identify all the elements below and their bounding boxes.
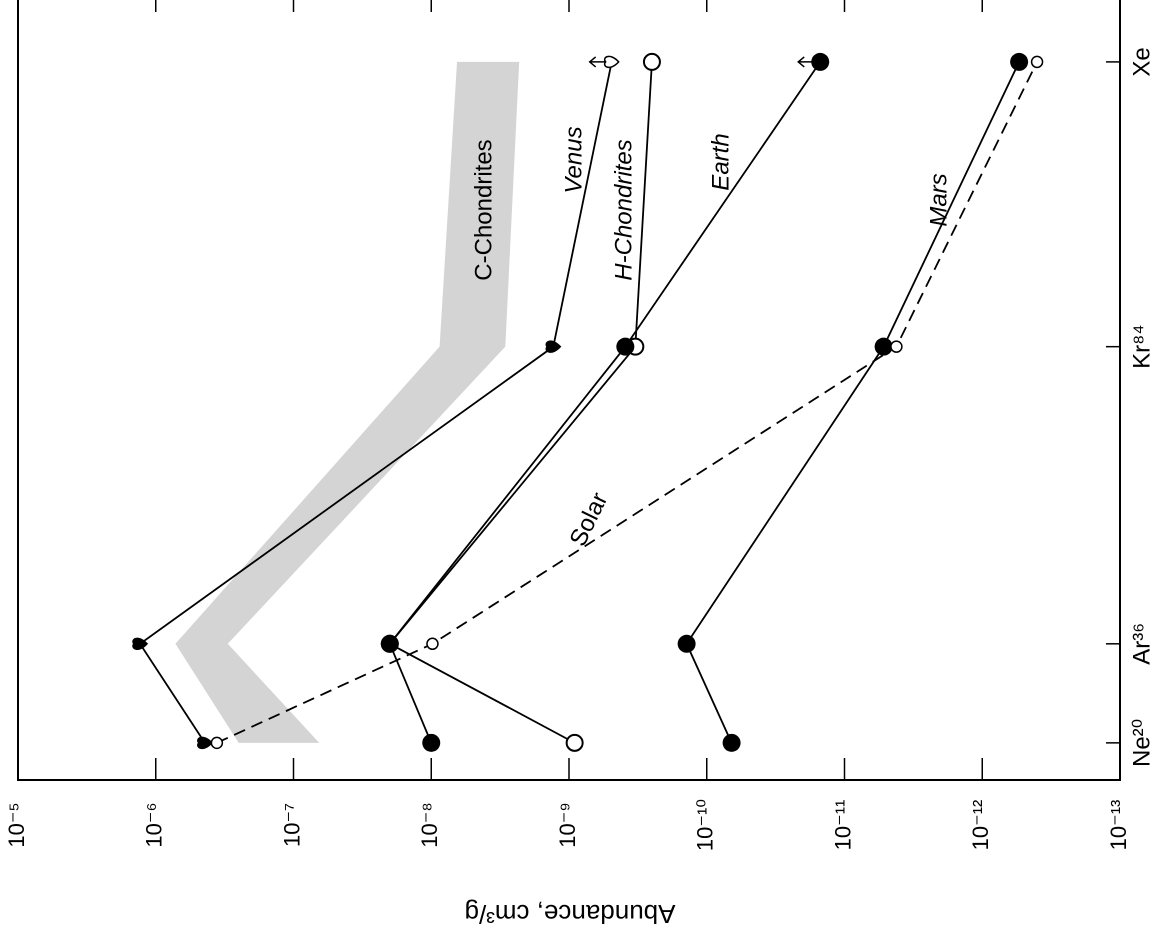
series-line [216, 61, 1038, 744]
y-tick-label: 10⁻¹³ [1106, 800, 1131, 851]
marker [197, 736, 213, 750]
marker [545, 340, 562, 353]
marker [616, 337, 635, 356]
plot-frame [17, 0, 1121, 781]
marker [811, 52, 830, 71]
series-line [388, 61, 653, 744]
x-tick-label: Ne²⁰ [1128, 719, 1155, 767]
marker [874, 337, 893, 356]
band-label: C-Chondrites [470, 139, 497, 280]
marker [677, 634, 696, 653]
y-tick-label: 10⁻⁵ [4, 802, 29, 847]
marker [565, 733, 584, 752]
y-tick-label: 10⁻¹¹ [830, 800, 855, 851]
marker [603, 55, 620, 69]
y-tick-label: 10⁻⁹ [555, 802, 580, 848]
y-tick-label: 10⁻⁶ [142, 802, 167, 847]
series-label: Earth [707, 133, 734, 190]
series-line [388, 61, 821, 744]
marker [1010, 52, 1029, 71]
y-tick-label: 10⁻¹² [968, 800, 993, 851]
marker [380, 634, 399, 653]
x-tick-label: Xe [1128, 47, 1155, 76]
series-label: Venus [560, 126, 587, 193]
series-label: Mars [925, 173, 952, 226]
series-line [685, 61, 1020, 744]
series-label: H-Chondrites [610, 139, 637, 280]
marker [642, 52, 661, 71]
band [175, 61, 520, 743]
x-tick-label: Kr⁸⁴ [1128, 324, 1155, 368]
marker [722, 733, 741, 752]
series-label: Solar [565, 488, 614, 550]
marker [132, 637, 149, 651]
marker [1030, 55, 1044, 69]
x-tick-label: Ar³⁶ [1128, 623, 1155, 665]
y-tick-label: 10⁻⁸ [417, 802, 442, 847]
marker [890, 340, 903, 353]
y-tick-label: 10⁻¹⁰ [693, 799, 718, 851]
marker [210, 736, 224, 750]
marker [422, 733, 441, 752]
axis-label: Abundance, cm³/g [464, 899, 675, 929]
series-line [138, 61, 613, 744]
marker [426, 637, 439, 651]
y-tick-label: 10⁻⁷ [279, 803, 304, 847]
